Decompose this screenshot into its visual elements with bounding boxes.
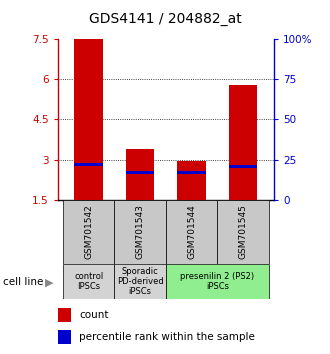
Bar	[63, 264, 115, 299]
Text: GSM701542: GSM701542	[84, 205, 93, 259]
Bar	[229, 165, 257, 168]
Text: percentile rank within the sample: percentile rank within the sample	[79, 331, 255, 342]
Bar	[58, 330, 71, 343]
Text: Sporadic
PD-derived
iPSCs: Sporadic PD-derived iPSCs	[117, 267, 163, 296]
Bar	[217, 200, 269, 264]
Text: cell line: cell line	[3, 278, 44, 287]
Text: control
IPSCs: control IPSCs	[74, 272, 103, 291]
Text: GSM701543: GSM701543	[136, 204, 145, 259]
Bar	[75, 163, 103, 166]
Bar	[166, 264, 269, 299]
Bar	[126, 149, 154, 200]
Bar	[126, 171, 154, 174]
Text: presenilin 2 (PS2)
iPSCs: presenilin 2 (PS2) iPSCs	[180, 272, 254, 291]
Bar	[229, 85, 257, 200]
Bar	[166, 200, 217, 264]
Bar	[115, 264, 166, 299]
Text: GDS4141 / 204882_at: GDS4141 / 204882_at	[89, 12, 241, 27]
Bar	[63, 200, 115, 264]
Text: GSM701545: GSM701545	[239, 204, 248, 259]
Text: count: count	[79, 310, 109, 320]
Text: ▶: ▶	[45, 278, 54, 287]
Bar	[115, 200, 166, 264]
Bar	[75, 39, 103, 200]
Text: GSM701544: GSM701544	[187, 205, 196, 259]
Bar	[178, 171, 206, 174]
Bar	[58, 308, 71, 322]
Bar	[178, 161, 206, 200]
